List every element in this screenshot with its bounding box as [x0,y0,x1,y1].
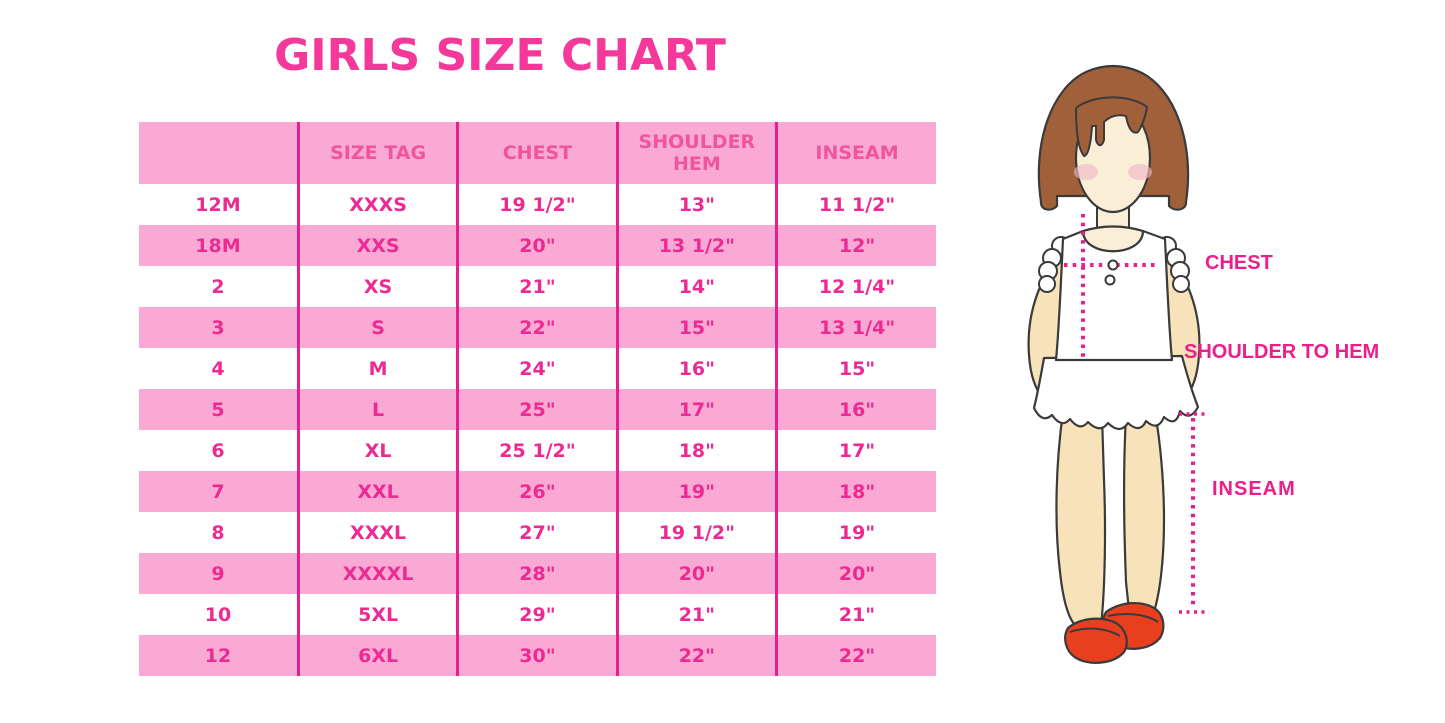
size-table-body: 12M XXXS 19 1/2" 13" 11 1/2" 18M XXS 20" 13 1/2"… [139,184,936,676]
measurement-cell: 22" [615,635,777,676]
measurement-cell: 11 1/2" [775,184,936,225]
measurement-cell: 28" [456,553,618,594]
size-cell: 4 [139,348,299,389]
girl-illustration [1027,64,1209,664]
measurement-cell: 15" [615,307,777,348]
measurement-cell: XXXXL [296,553,458,594]
measurement-cell: 21" [615,594,777,635]
table-row: 3 S 22" 15" 13 1/4" [139,307,936,348]
table-row: 18M XXS 20" 13 1/2" 12" [139,225,936,266]
column-header-shoulder-hem: SHOULDER HEM [615,122,777,184]
column-header-size [139,122,299,184]
girls-size-table: SIZE TAG CHEST SHOULDER HEM INSEAM 12M XX… [139,122,936,676]
measurement-cell: 25 1/2" [456,430,618,471]
measurement-cell: 20" [615,553,777,594]
measurement-cell: 21" [775,594,936,635]
size-cell: 9 [139,553,299,594]
measurement-cell: 22" [775,635,936,676]
measurement-cell: 22" [456,307,618,348]
bangs [1075,96,1148,157]
shoes [1064,602,1165,664]
column-header-size-tag: SIZE TAG [296,122,458,184]
measurement-cell: 19 1/2" [615,512,777,553]
measurement-cell: 21" [456,266,618,307]
table-row: 7 XXL 26" 19" 18" [139,471,936,512]
size-cell: 18M [139,225,299,266]
measurement-cell: S [296,307,458,348]
size-cell: 7 [139,471,299,512]
shoulder-to-hem-label: SHOULDER TO HEM [1184,341,1380,363]
table-row: 12 6XL 30" 22" 22" [139,635,936,676]
measurement-cell: XL [296,430,458,471]
size-cell: 6 [139,430,299,471]
cheek-blush [1074,164,1152,180]
measurement-cell: 16" [775,389,936,430]
inseam-label: INSEAM [1212,478,1296,500]
size-cell: 10 [139,594,299,635]
size-cell: 5 [139,389,299,430]
measurement-cell: XXS [296,225,458,266]
measurement-cell: 19 1/2" [456,184,618,225]
size-cell: 12 [139,635,299,676]
measurement-cell: 14" [615,266,777,307]
size-table-header: SIZE TAG CHEST SHOULDER HEM INSEAM [139,122,936,184]
top-garment [1054,229,1174,362]
measurement-cell: XXL [296,471,458,512]
table-row: 12M XXXS 19 1/2" 13" 11 1/2" [139,184,936,225]
measurement-cell: 15" [775,348,936,389]
table-row: 8 XXXL 27" 19 1/2" 19" [139,512,936,553]
measurement-cell: 6XL [296,635,458,676]
column-header-inseam: INSEAM [775,122,936,184]
page-title: GIRLS SIZE CHART [274,30,726,81]
measurement-cell: 30" [456,635,618,676]
measurement-cell: 20" [456,225,618,266]
measurement-cell: 13 1/4" [775,307,936,348]
chest-label: CHEST [1205,252,1273,274]
header-row: SIZE TAG CHEST SHOULDER HEM INSEAM [139,122,936,184]
size-cell: 3 [139,307,299,348]
measurement-cell: 12 1/4" [775,266,936,307]
measurement-cell: 19" [615,471,777,512]
skirt [1032,354,1200,431]
measurement-cell: 12" [775,225,936,266]
measurement-cell: 17" [775,430,936,471]
table-row: 5 L 25" 17" 16" [139,389,936,430]
size-cell: 12M [139,184,299,225]
measurement-cell: 13" [615,184,777,225]
table-row: 4 M 24" 16" 15" [139,348,936,389]
measurement-cell: XXXS [296,184,458,225]
measurement-cell: M [296,348,458,389]
measurement-cell: 24" [456,348,618,389]
shoulder-ruffles [1038,236,1190,293]
table-row: 9 XXXXL 28" 20" 20" [139,553,936,594]
measurement-cell: 19" [775,512,936,553]
size-cell: 8 [139,512,299,553]
measurement-cell: 25" [456,389,618,430]
legs [1055,410,1166,628]
measurement-cell: 18" [775,471,936,512]
table-row: 10 5XL 29" 21" 21" [139,594,936,635]
measurement-cell: 18" [615,430,777,471]
measurement-cell: L [296,389,458,430]
size-cell: 2 [139,266,299,307]
measurement-cell: XS [296,266,458,307]
measurement-cell: 27" [456,512,618,553]
table-row: 2 XS 21" 14" 12 1/4" [139,266,936,307]
column-header-chest: CHEST [456,122,618,184]
buttons [1104,259,1119,286]
table-row: 6 XL 25 1/2" 18" 17" [139,430,936,471]
measurement-cell: 16" [615,348,777,389]
measurement-cell: XXXL [296,512,458,553]
measurement-cell: 17" [615,389,777,430]
measurement-cell: 29" [456,594,618,635]
measurement-cell: 20" [775,553,936,594]
measurement-cell: 5XL [296,594,458,635]
measurement-cell: 13 1/2" [615,225,777,266]
measurement-cell: 26" [456,471,618,512]
size-table-container: SIZE TAG CHEST SHOULDER HEM INSEAM 12M XX… [139,122,936,676]
girl-measurement-figure: CHEST SHOULDER TO HEM INSEAM [980,50,1445,723]
